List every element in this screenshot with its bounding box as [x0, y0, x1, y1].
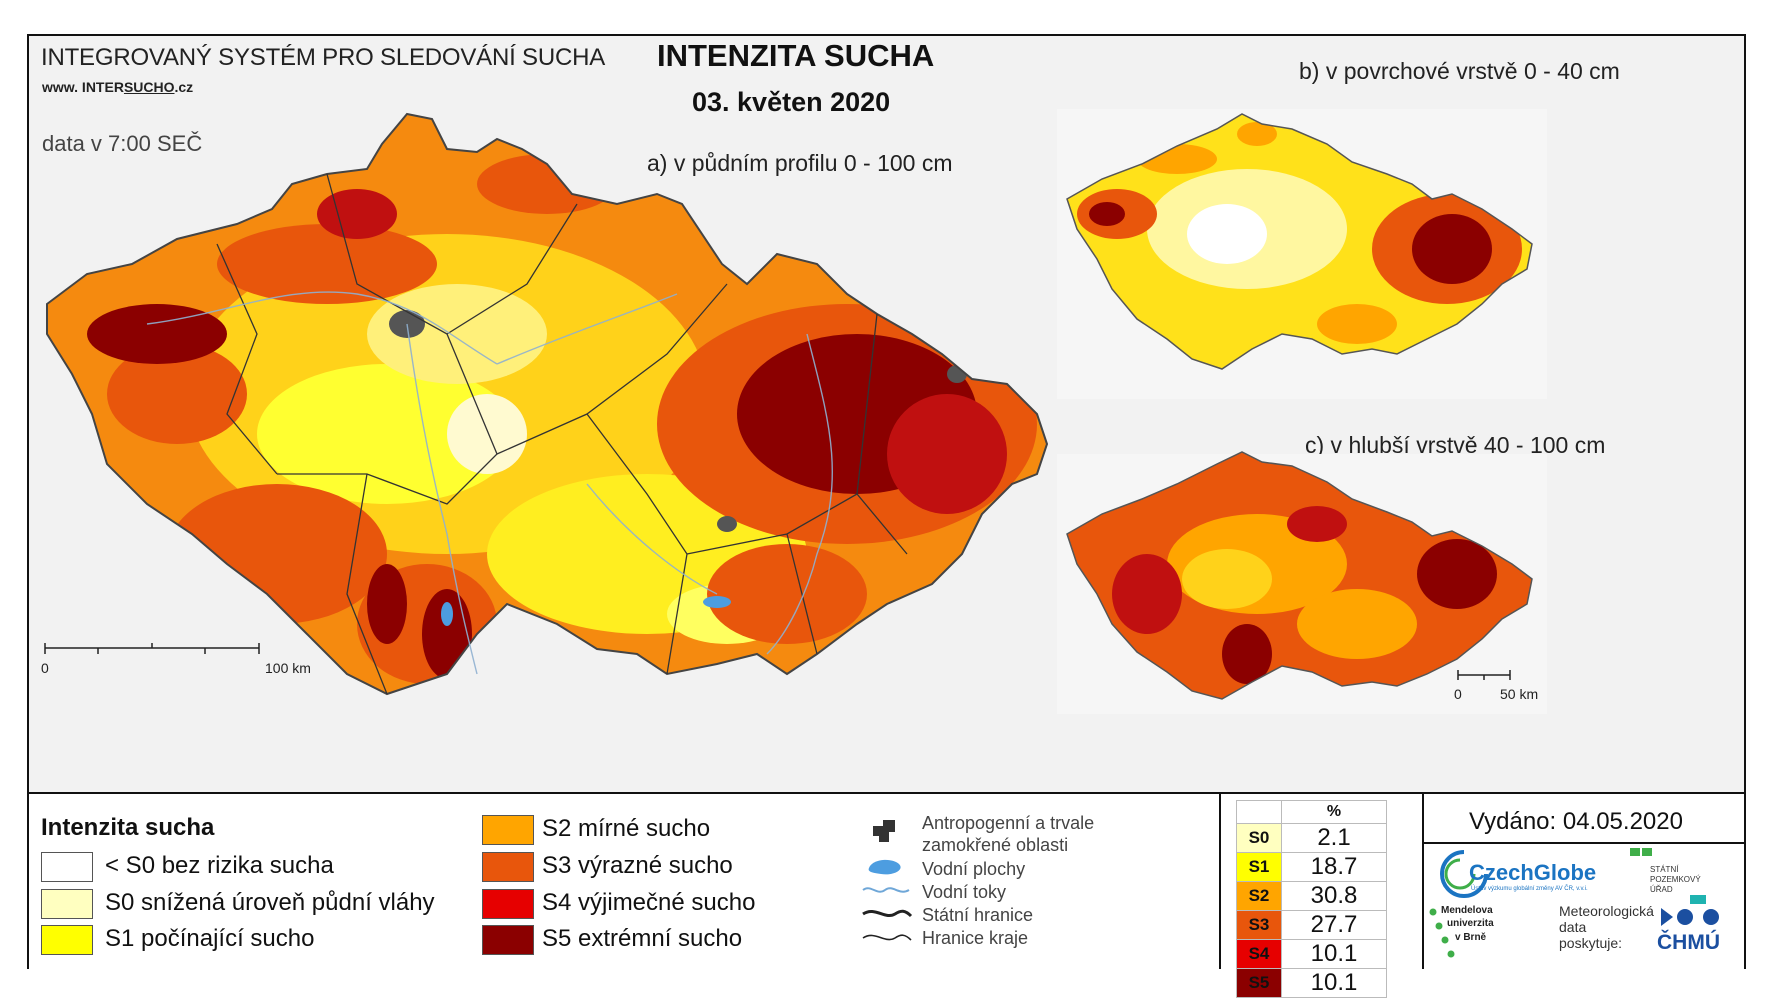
legend-title: Intenzita sucha	[41, 814, 215, 841]
legend-s5: S5 extrémní sucho	[542, 925, 743, 952]
system-title: INTEGROVANÝ SYSTÉM PRO SLEDOVÁNÍ SUCHA	[41, 44, 606, 71]
symbol-water-streams: Vodní toky	[922, 882, 1007, 902]
percent-row-s3: S3 27.7	[1236, 910, 1387, 940]
scale-bar-small	[1457, 670, 1511, 680]
percent-row-s4: S4 10.1	[1236, 939, 1387, 969]
mendel-logo-line2: univerzita	[1447, 918, 1494, 929]
percent-value-s2: 30.8	[1281, 881, 1387, 911]
scale-bar-a	[44, 643, 260, 654]
swatch-s1	[41, 925, 93, 955]
date-title: 03. květen 2020	[692, 87, 891, 117]
percent-value-s3: 27.7	[1281, 910, 1387, 940]
legend-s3: S3 výrazné sucho	[542, 852, 733, 879]
percent-value-s0: 2.1	[1281, 823, 1387, 853]
swatch-s0	[41, 889, 93, 919]
spu-logo-line3: ÚŘAD	[1650, 885, 1673, 894]
divider-1	[1219, 794, 1221, 969]
symbol-water-bodies: Vodní plochy	[922, 859, 1026, 879]
spu-logo-line2: POZEMKOVÝ	[1650, 875, 1701, 884]
czechglobe-logo-icon	[1440, 850, 1488, 898]
map-c-label: c) v hlubší vrstvě 40 - 100 cm	[1305, 432, 1606, 458]
scale-a-start: 0	[41, 660, 49, 676]
percent-header: %	[1281, 800, 1387, 824]
website-underlined: SUCHO	[123, 79, 175, 95]
water-stream-icon	[862, 887, 910, 893]
mendel-logo-line3: v Brně	[1455, 932, 1487, 943]
spu-logo-accent	[1690, 895, 1706, 904]
percent-table-header: %	[1236, 800, 1387, 824]
percent-row-s2: S2 30.8	[1236, 881, 1387, 911]
spu-logo-line1: STÁTNÍ	[1650, 865, 1679, 874]
percent-row-s1: S1 18.7	[1236, 852, 1387, 882]
website-prefix: www. INTER	[42, 79, 124, 95]
mendel-logo-icon	[1429, 908, 1455, 958]
meteo-line3: poskytuje:	[1559, 935, 1623, 951]
czechglobe-logo-subtext: Ústav výzkumu globální změny AV ČR, v.v.…	[1471, 886, 1588, 892]
website-suffix: .cz	[174, 79, 194, 95]
data-time: data v 7:00 SEČ	[42, 131, 203, 156]
swatch-below-s0	[41, 852, 93, 882]
main-title: INTENZITA SUCHA	[657, 38, 935, 73]
percent-value-s4: 10.1	[1281, 939, 1387, 969]
percent-row-s5: S5 10.1	[1236, 968, 1387, 998]
swatch-s5	[482, 925, 534, 955]
divider-3	[1424, 842, 1744, 844]
scale-a-end: 100 km	[265, 660, 311, 676]
legend-s0: S0 snížená úroveň půdní vláhy	[105, 889, 435, 916]
percent-class-s0: S0	[1236, 823, 1282, 853]
swatch-s4	[482, 889, 534, 919]
legend-below-s0: < S0 bez rizika sucha	[105, 852, 334, 879]
anthropogenic-area-icon	[873, 820, 895, 842]
drought-map-a	[44, 109, 1547, 714]
swatch-s3	[482, 852, 534, 882]
percent-class-s1: S1	[1236, 852, 1282, 882]
state-border-icon	[862, 909, 913, 918]
symbol-region-border: Hranice kraje	[922, 928, 1029, 948]
percent-class-s3: S3	[1236, 910, 1282, 940]
percent-class-s2: S2	[1236, 881, 1282, 911]
meteo-line1: Meteorologická	[1559, 903, 1654, 919]
map-a-label: a) v půdním profilu 0 - 100 cm	[647, 150, 953, 176]
percent-row-s0: S0 2.1	[1236, 823, 1387, 853]
symbols-legend-icons	[862, 820, 913, 941]
percent-value-s5: 10.1	[1281, 968, 1387, 998]
symbol-state-border: Státní hranice	[922, 905, 1034, 925]
divider-2	[1422, 794, 1424, 969]
legend-s4: S4 výjimečné sucho	[542, 889, 756, 916]
percent-class-s5: S5	[1236, 968, 1282, 998]
legend-s1: S1 počínající sucho	[105, 925, 315, 952]
percent-class-s4: S4	[1236, 939, 1282, 969]
scale-small-start: 0	[1454, 686, 1462, 702]
meteo-line2: data	[1559, 919, 1587, 935]
percent-table: % S0 2.1 S1 18.7 S2 30.8 S3 27.7 S4 10.1…	[1236, 800, 1387, 998]
percent-value-s1: 18.7	[1281, 852, 1387, 882]
symbol-anthropogenic-line2: zamokřené oblasti	[922, 835, 1069, 855]
symbol-anthropogenic-line1: Antropogenní a trvale	[922, 813, 1095, 833]
region-border-icon	[862, 934, 912, 941]
legend-s2: S2 mírné sucho	[542, 815, 711, 842]
water-body-icon	[868, 859, 901, 875]
issued-date: Vydáno: 04.05.2020	[1469, 808, 1683, 835]
scale-small-end: 50 km	[1500, 686, 1539, 702]
spu-logo-icon	[1630, 848, 1652, 856]
chmu-logo-text: ČHMÚ	[1657, 931, 1720, 954]
website-link[interactable]: www. INTERSUCHO.cz	[42, 79, 193, 95]
chmu-logo-icon	[1661, 908, 1719, 926]
mendel-logo-line1: Mendelova	[1441, 905, 1493, 916]
map-panel: INTEGROVANÝ SYSTÉM PRO SLEDOVÁNÍ SUCHA w…	[27, 34, 1746, 792]
map-b-label: b) v povrchové vrstvě 0 - 40 cm	[1299, 58, 1620, 84]
swatch-s2	[482, 815, 534, 845]
czechglobe-logo-text: CzechGlobe	[1469, 860, 1597, 885]
legend-area: Intenzita sucha < S0 bez rizika sucha S0…	[29, 792, 1744, 998]
